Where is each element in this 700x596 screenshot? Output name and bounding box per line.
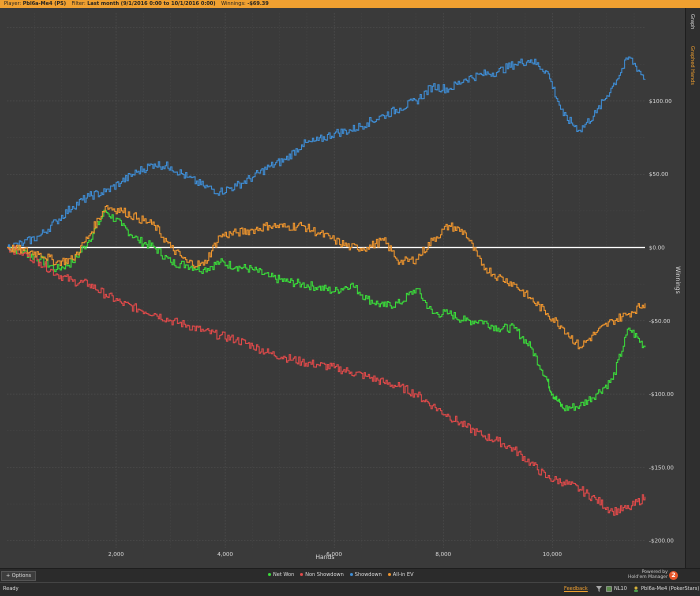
y-tick-label: -$50.00 (649, 319, 671, 325)
legend-item[interactable]: All-in EV (387, 572, 414, 578)
filter-bar: Player: Pbl6a-Me4 (PS) Filter: Last mont… (0, 0, 700, 8)
legend-item[interactable]: Non Showdown (300, 572, 344, 578)
y-tick-label: $0.00 (649, 246, 665, 252)
brand-logo: Powered by Hold'em Manager (628, 570, 668, 580)
right-panel: Graph Graphed Hands (685, 8, 700, 568)
legend-item[interactable]: Net Won (268, 572, 294, 578)
legend-swatch (300, 573, 304, 576)
legend-label: Non Showdown (305, 572, 344, 578)
legend-item[interactable]: Showdown (349, 572, 382, 578)
series-line-non-showdown (7, 245, 646, 516)
series-line-showdown (7, 56, 646, 252)
filter-icon[interactable] (596, 586, 602, 592)
y-tick-label: -$100.00 (649, 392, 674, 398)
legend-swatch (349, 573, 353, 576)
graph-footer: + Options Net Won Non Showdown Showdown All… (0, 568, 700, 582)
legend-label: All-in EV (392, 572, 414, 578)
brand-badge: 2 (669, 571, 678, 580)
graph-area: 2,000 4,000 6,000 8,000 10,000 $100.00 $50.00… (0, 8, 685, 568)
x-tick-label: 6,000 (326, 552, 342, 558)
player-label: Player: (4, 1, 22, 7)
brand-line-1: Powered by (641, 570, 668, 575)
active-player[interactable]: Pbl6a-Me4 (PokerStars) (641, 586, 700, 592)
expand-icon: + (6, 573, 11, 579)
stake-label[interactable]: NL10 (614, 586, 627, 592)
x-tick-label: 8,000 (435, 552, 451, 558)
series-line-all-in-ev (7, 205, 646, 350)
chart-legend: Net Won Non Showdown Showdown All-in EV (268, 572, 420, 578)
winnings-value: -$69.39 (247, 1, 269, 7)
player-value[interactable]: Pbl6a-Me4 (PS) (22, 1, 67, 7)
stake-icon (606, 586, 612, 592)
status-bar: Ready Feedback NL10 Pbl6a-Me4 (PokerStar… (0, 582, 700, 596)
series-line-net-won (7, 209, 646, 412)
legend-label: Net Won (273, 572, 295, 578)
x-tick-label: 10,000 (543, 552, 563, 558)
winnings-label: Winnings: (221, 1, 246, 7)
feedback-link[interactable]: Feedback (564, 586, 588, 592)
player-icon (634, 586, 638, 592)
tab-graphed-hands[interactable]: Graphed Hands (689, 46, 695, 85)
brand-line-2: Hold'em Manager (628, 575, 668, 580)
filter-value[interactable]: Last month (9/1/2016 0:00 to 10/1/2016 0… (87, 1, 216, 7)
options-label: Options (11, 573, 32, 579)
legend-swatch (387, 573, 391, 576)
legend-swatch (268, 573, 271, 576)
filter-label: Filter: (71, 1, 86, 7)
legend-label: Showdown (354, 572, 382, 578)
x-tick-label: 2,000 (108, 552, 124, 558)
x-axis-label: Hands (316, 554, 335, 561)
y-tick-label: -$200.00 (649, 539, 674, 545)
y-tick-label: -$150.00 (649, 465, 674, 471)
status-text: Ready (3, 586, 19, 592)
winnings-chart: 2,000 4,000 6,000 8,000 10,000 $100.00 $50.00… (7, 13, 681, 561)
y-tick-label: $50.00 (649, 172, 669, 178)
y-tick-label: $100.00 (649, 99, 672, 105)
options-button[interactable]: + Options (1, 571, 37, 581)
y-axis-label: Winnings (674, 266, 681, 293)
tab-graph[interactable]: Graph (689, 14, 695, 30)
x-tick-label: 4,000 (217, 552, 233, 558)
